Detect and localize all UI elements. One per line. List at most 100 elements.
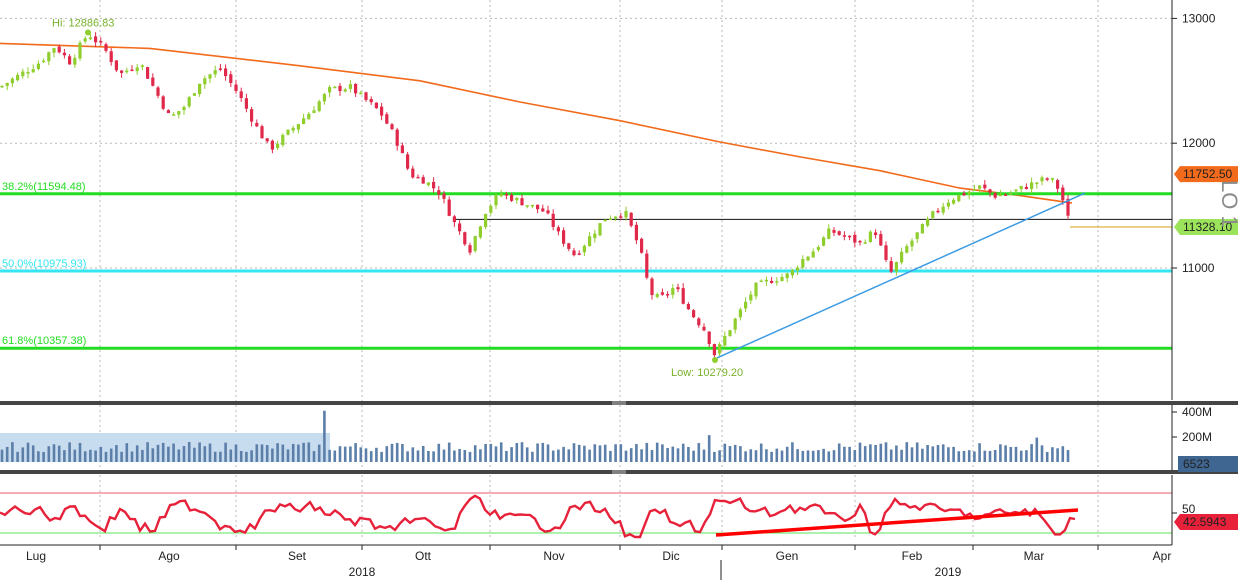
candle-body — [806, 256, 810, 261]
volume-bar — [993, 449, 997, 462]
volume-bar — [515, 443, 519, 462]
volume-bar — [182, 446, 186, 462]
volume-bar — [198, 442, 201, 462]
volume-bar — [957, 451, 961, 462]
candle-body — [333, 86, 337, 89]
candle-body — [588, 236, 592, 247]
month-label: Feb — [902, 549, 923, 563]
oscillator-value-label: 42.5943 — [1183, 515, 1227, 529]
volume-bar — [291, 443, 295, 462]
candle-body — [671, 288, 675, 295]
candle-body — [57, 46, 61, 53]
volume-bar — [281, 444, 285, 462]
candle-body — [520, 198, 524, 206]
volume-bar — [593, 444, 597, 462]
candle-body — [400, 145, 404, 154]
volume-bar — [879, 443, 883, 462]
candle-body — [255, 122, 259, 127]
candle-body — [676, 287, 680, 290]
volume-bar — [931, 446, 935, 462]
volume-bar — [172, 443, 175, 462]
volume-bar — [988, 450, 992, 462]
candle-body — [411, 168, 415, 178]
volume-bar — [73, 449, 77, 462]
volume-bar — [89, 449, 92, 462]
volume-bar — [874, 444, 877, 462]
candle-body — [686, 304, 690, 310]
volume-bar — [63, 450, 66, 462]
candle-body — [900, 251, 904, 263]
candle-body — [962, 193, 966, 196]
volume-bar — [333, 450, 337, 462]
volume-bar — [546, 444, 550, 462]
candle-body — [567, 243, 571, 249]
volume-bar — [146, 442, 149, 462]
price-value-label: 11328.10 — [1183, 220, 1232, 234]
volume-bar — [161, 442, 165, 462]
volume-bar — [551, 450, 555, 462]
candle-body — [1019, 185, 1023, 190]
candle-body — [967, 191, 971, 195]
candle-body — [759, 280, 763, 283]
volume-bar — [421, 446, 425, 462]
volume-bar — [78, 442, 82, 462]
candle-body — [905, 246, 909, 253]
candle-body — [0, 85, 4, 88]
candle-body — [978, 185, 982, 189]
volume-bar — [624, 450, 628, 462]
volume-bar — [479, 449, 482, 462]
volume-bar — [947, 447, 950, 462]
fib-level-label: 50.0%(10975.93) — [2, 258, 86, 270]
candle-body — [296, 124, 300, 130]
volume-bar — [52, 444, 56, 462]
candle-body — [463, 232, 467, 245]
volume-bar — [1035, 437, 1039, 462]
candle-body — [655, 294, 659, 297]
candle-body — [1061, 187, 1065, 201]
volume-bar — [531, 451, 534, 462]
volume-bar — [354, 443, 357, 462]
volume-bar — [848, 446, 851, 462]
candle-body — [307, 113, 311, 120]
volume-bar — [707, 435, 711, 462]
volume-bar — [68, 442, 71, 462]
candle-body — [770, 280, 774, 284]
volume-bar — [1030, 444, 1033, 462]
volume-bar — [661, 444, 664, 462]
candle-body — [998, 194, 1002, 197]
volume-bar — [640, 449, 643, 462]
candle-body — [707, 331, 711, 345]
candle-body — [36, 63, 40, 69]
candle-body — [312, 110, 316, 113]
candle-body — [125, 70, 129, 73]
candle-body — [473, 236, 477, 251]
volume-bar — [229, 449, 233, 462]
volume-bar — [588, 449, 591, 462]
fib-level-label: 38.2%(11594.48) — [2, 181, 86, 193]
candle-body — [603, 219, 607, 222]
oscillator-panel — [0, 492, 1172, 539]
candle-body — [114, 60, 118, 71]
volume-tick-label: 200M — [1182, 430, 1212, 444]
volume-bar — [687, 446, 690, 462]
price-tick-label: 12000 — [1182, 136, 1216, 150]
candle-body — [234, 84, 238, 91]
candle-body — [952, 199, 956, 204]
volume-bar — [1061, 446, 1065, 462]
candle-body — [1024, 186, 1028, 190]
candle-body — [827, 228, 831, 239]
candle-body — [536, 204, 540, 210]
volume-bar — [167, 446, 170, 462]
candle-body — [1045, 178, 1049, 180]
candle-body — [926, 218, 930, 226]
candle-body — [1035, 182, 1039, 184]
volume-bar — [484, 443, 487, 462]
volume-bar — [245, 451, 248, 462]
candle-body — [920, 224, 924, 234]
volume-bar — [1056, 448, 1059, 462]
candle-body — [858, 240, 862, 243]
volume-bar — [770, 451, 773, 462]
candle-body — [374, 102, 378, 109]
candle-body — [983, 184, 987, 189]
volume-bar — [156, 444, 160, 462]
